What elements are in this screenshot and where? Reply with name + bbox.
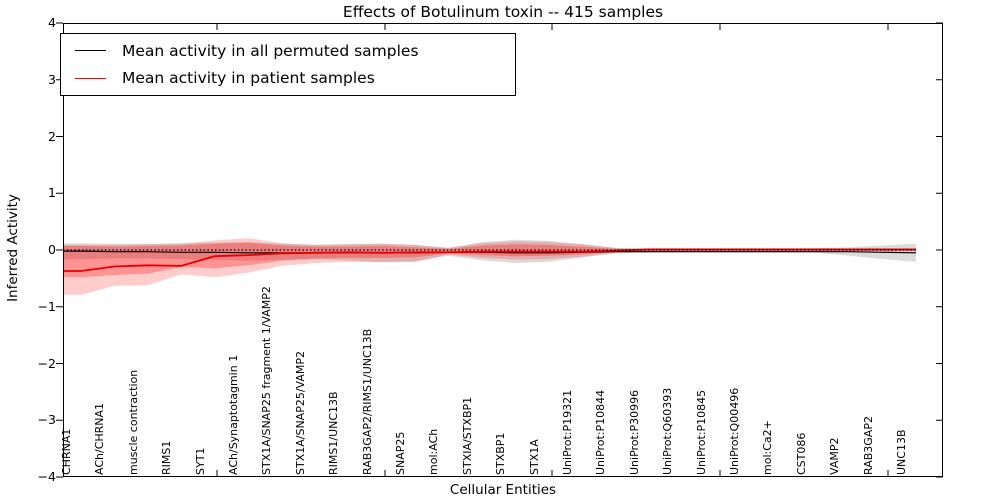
x-tick-label: CHRNA1 — [60, 428, 73, 475]
x-tick-label: RAB3GAP2/RIMS1/UNC13B — [360, 328, 374, 475]
y-tick-label: 1 — [48, 185, 56, 201]
legend-label: Mean activity in patient samples — [122, 69, 375, 88]
x-tick-label: STX1A/SNAP25/VAMP2 — [293, 350, 307, 475]
y-tick-label: 4 — [48, 15, 56, 30]
x-tick-label: RIMS1 — [160, 440, 174, 475]
x-tick-label: RAB3GAP2 — [861, 416, 875, 475]
legend: Mean activity in all permuted samples Me… — [60, 33, 516, 96]
patient-band-inner — [63, 242, 916, 278]
x-tick-label: STXBP1 — [494, 432, 508, 475]
x-tick-label: STXIA/STXBP1 — [460, 396, 474, 475]
chart-title: Effects of Botulinum toxin -- 415 sample… — [342, 3, 664, 21]
x-tick-label: ACh/Synaptotagmin 1 — [227, 354, 240, 475]
legend-label: Mean activity in all permuted samples — [122, 41, 419, 60]
y-tick-label: −3 — [37, 412, 56, 428]
legend-item-permuted: Mean activity in all permuted samples — [61, 38, 515, 64]
permuted-line-swatch — [75, 50, 106, 52]
x-tick-label: SNAP25 — [394, 431, 407, 475]
x-tick-label: CST086 — [794, 432, 808, 475]
x-tick-label: STX1A — [527, 439, 541, 475]
legend-item-patient: Mean activity in patient samples — [61, 65, 515, 91]
x-tick-label: mol:ACh — [427, 428, 441, 475]
x-tick-label: UNC13B — [895, 429, 908, 475]
x-tick-label: SYT1 — [193, 447, 207, 475]
x-tick-label: STX1A/SNAP25 fragment 1/VAMP2 — [260, 286, 274, 475]
x-tick-label: UniProt:Q00496 — [728, 387, 741, 475]
y-tick-label: −1 — [37, 298, 56, 314]
y-tick-label: −2 — [37, 355, 56, 371]
y-tick-label: 0 — [48, 242, 56, 257]
x-tick-label: UniProt:P10844 — [594, 389, 608, 475]
x-axis-label: Cellular Entities — [449, 482, 557, 498]
y-tick-label: −4 — [37, 469, 56, 484]
patient-line-swatch — [75, 77, 106, 79]
x-tick-label: UniProt:Q60393 — [661, 387, 675, 475]
x-tick-label: VAMP2 — [828, 437, 842, 475]
x-tick-label: RIMS1/UNC13B — [327, 391, 341, 475]
x-tick-label: UniProt:P19321 — [561, 389, 574, 475]
x-tick-label: UniProt:P10845 — [694, 389, 708, 475]
x-tick-label: muscle contraction — [126, 369, 140, 475]
y-tick-label: 2 — [48, 128, 56, 144]
x-tick-label: ACh/CHRNA1 — [93, 402, 107, 475]
x-tick-label: mol:Ca2+ — [761, 420, 775, 475]
x-tick-label: UniProt:P30996 — [627, 389, 641, 475]
y-tick-label: 3 — [48, 71, 56, 87]
